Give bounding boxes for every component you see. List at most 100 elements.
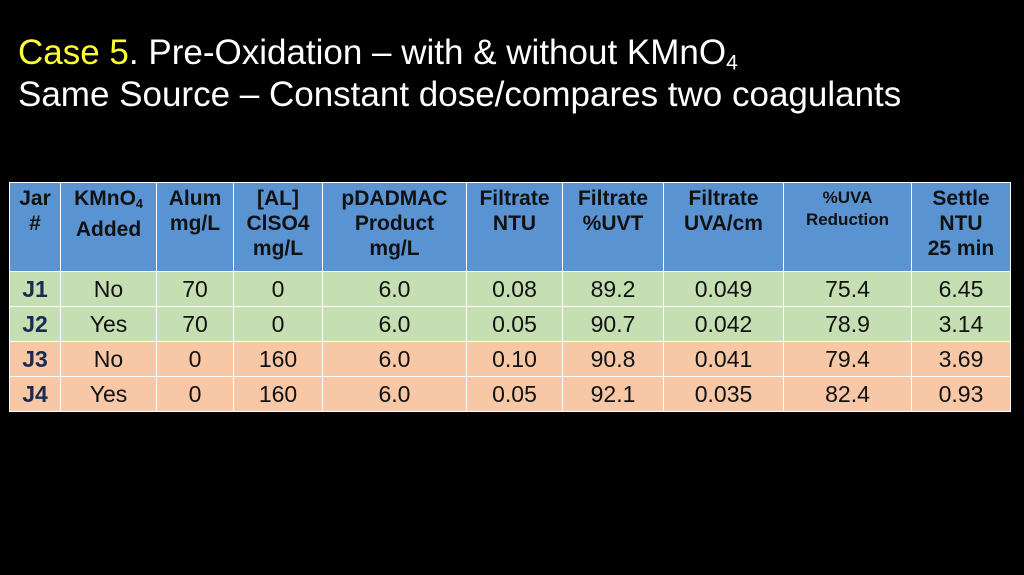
data-table: Jar # KMnO4 Added Alum mg/L [AL] ClSO4 mg/L pDADM… — [9, 182, 1011, 412]
cell: 0.035 — [663, 376, 784, 412]
title-text: . Pre-Oxidation – with & without KMnO — [128, 33, 727, 72]
title-highlight: Case 5 — [18, 33, 129, 72]
cell: 0.042 — [663, 306, 784, 342]
header-subscript: 4 — [135, 197, 143, 212]
header-line: [AL] — [234, 186, 322, 211]
cell: 160 — [233, 376, 323, 412]
cell: 0 — [233, 271, 323, 307]
header-text: Product — [354, 212, 435, 235]
cell: No — [60, 271, 157, 307]
cell: 6.0 — [322, 376, 467, 412]
cell: 0 — [156, 341, 234, 377]
header-line: Alum — [157, 186, 233, 211]
row-label: J1 — [9, 271, 61, 307]
header-line: Filtrate — [664, 186, 783, 211]
cell: 0 — [156, 376, 234, 412]
cell: 0.049 — [663, 271, 784, 307]
cell: 6.0 — [322, 306, 467, 342]
column-header: Filtrate %UVT — [562, 182, 664, 272]
header-text: %UVA — [822, 188, 873, 207]
header-text: NTU — [492, 212, 537, 235]
cell: 90.7 — [562, 306, 664, 342]
cell: 6.45 — [911, 271, 1011, 307]
header-line: Added — [61, 217, 156, 242]
row-label: J3 — [9, 341, 61, 377]
cell: Yes — [60, 376, 157, 412]
cell: 70 — [156, 306, 234, 342]
column-header: pDADMAC Product mg/L — [322, 182, 467, 272]
header-text: Settle — [932, 187, 990, 210]
header-line: mg/L — [157, 211, 233, 236]
subtitle: Same Source – Constant dose/compares two… — [18, 75, 902, 114]
header-line: pDADMAC — [323, 186, 466, 211]
header-line: Settle — [912, 186, 1010, 211]
table-row: J3 No 0 160 6.0 0.10 90.8 0.041 79.4 3.69 — [9, 341, 1011, 377]
header-text: Filtrate — [479, 187, 550, 210]
cell: 0.05 — [466, 306, 563, 342]
header-line: Product — [323, 211, 466, 236]
cell: 160 — [233, 341, 323, 377]
column-header: Alum mg/L — [156, 182, 234, 272]
cell: 78.9 — [783, 306, 912, 342]
column-header: %UVA Reduction — [783, 182, 912, 272]
header-line: ClSO4 — [234, 211, 322, 236]
header-line: %UVT — [563, 211, 663, 236]
row-label: J4 — [9, 376, 61, 412]
cell: 75.4 — [783, 271, 912, 307]
header-text: mg/L — [252, 237, 304, 260]
table-row: J2 Yes 70 0 6.0 0.05 90.7 0.042 78.9 3.14 — [9, 306, 1011, 342]
cell: 92.1 — [562, 376, 664, 412]
header-text: mg/L — [369, 237, 420, 260]
header-text: Jar — [19, 187, 51, 210]
header-text: Filtrate — [577, 187, 648, 210]
header-line: Reduction — [784, 209, 911, 231]
title: Case 5. Pre-Oxidation – with & without K… — [18, 35, 738, 73]
cell: 6.0 — [322, 341, 467, 377]
cell: 0.041 — [663, 341, 784, 377]
cell: 0.08 — [466, 271, 563, 307]
column-header: KMnO4 Added — [60, 182, 157, 272]
row-label: J2 — [9, 306, 61, 342]
header-line: NTU — [467, 211, 562, 236]
cell: 79.4 — [783, 341, 912, 377]
cell: Yes — [60, 306, 157, 342]
header-line: Filtrate — [467, 186, 562, 211]
header-text: Added — [75, 218, 142, 242]
cell: 0.10 — [466, 341, 563, 377]
column-header: [AL] ClSO4 mg/L — [233, 182, 323, 272]
cell: 0 — [233, 306, 323, 342]
column-header: Settle NTU 25 min — [911, 182, 1011, 272]
column-header: Jar # — [9, 182, 61, 272]
cell: 3.69 — [911, 341, 1011, 377]
header-row: Jar # KMnO4 Added Alum mg/L [AL] ClSO4 mg/L pDADM… — [9, 182, 1011, 272]
header-text: %UVT — [582, 212, 644, 235]
column-header: Filtrate UVA/cm — [663, 182, 784, 272]
cell: 3.14 — [911, 306, 1011, 342]
header-text: # — [29, 212, 41, 235]
header-line: mg/L — [323, 236, 466, 261]
header-text: NTU — [939, 212, 983, 235]
cell: 82.4 — [783, 376, 912, 412]
header-text: mg/L — [169, 212, 221, 235]
header-line: 25 min — [912, 236, 1010, 261]
header-line: Filtrate — [563, 186, 663, 211]
header-line: # — [10, 211, 60, 236]
header-text: 25 min — [927, 237, 995, 260]
cell: 90.8 — [562, 341, 664, 377]
header-text: Reduction — [805, 210, 890, 229]
header-text: KMnO — [74, 187, 136, 210]
header-line: UVA/cm — [664, 211, 783, 236]
header-text: Filtrate — [688, 187, 759, 210]
header-line: mg/L — [234, 236, 322, 261]
cell: 0.93 — [911, 376, 1011, 412]
header-line: Jar — [10, 186, 60, 211]
header-line: %UVA — [784, 187, 911, 209]
cell: No — [60, 341, 157, 377]
title-subscript: 4 — [726, 51, 738, 75]
header-text: Alum — [168, 187, 222, 210]
header-text: pDADMAC — [341, 187, 448, 210]
header-text: UVA/cm — [684, 212, 763, 235]
header-text: [AL] — [257, 187, 299, 210]
cell: 89.2 — [562, 271, 664, 307]
cell: 0.05 — [466, 376, 563, 412]
